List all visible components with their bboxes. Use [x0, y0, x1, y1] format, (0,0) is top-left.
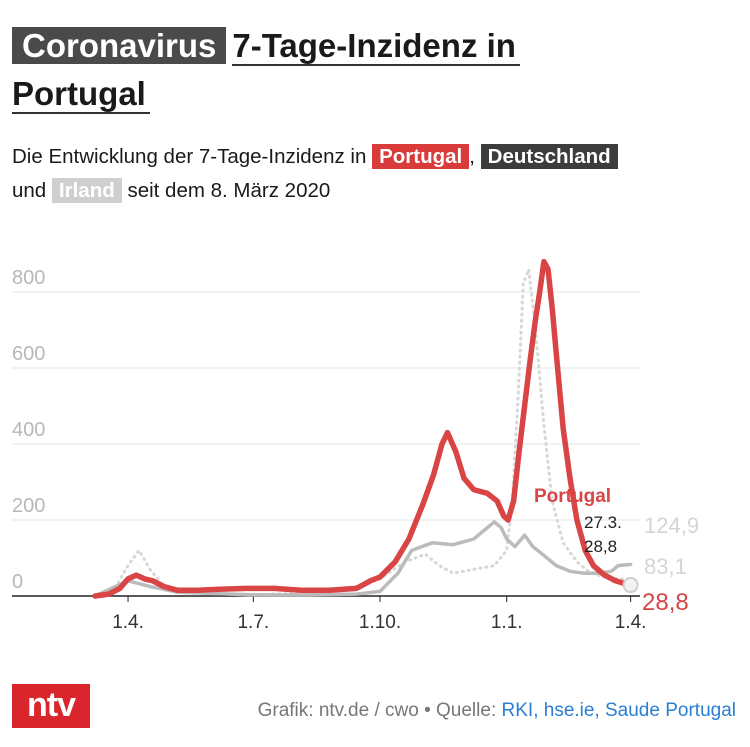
legend-chip-portugal: Portugal: [372, 144, 470, 169]
chart-series: [92, 258, 634, 599]
annotation-date: 27.3.: [584, 513, 622, 532]
y-axis-ticks: 0 200 400 600 800: [12, 267, 45, 593]
series-line-deutschland: [93, 520, 633, 598]
title-text: 7-Tage-Inzidenz in: [232, 27, 520, 66]
legend-chip-irland: Irland: [51, 178, 122, 203]
chart-area: 0 200 400 600 800 1.4. 1.7. 1.10. 1.1. 1.4. Port…: [12, 258, 699, 633]
y-tick-label-400: 400: [12, 419, 45, 441]
end-label-portugal: 28,8: [642, 589, 689, 616]
annotation-value: 28,8: [584, 537, 617, 556]
x-tick-label-3: 1.1.: [491, 612, 523, 633]
series-label-portugal: Portugal: [534, 486, 611, 507]
end-label-irland: 83,1: [644, 554, 687, 579]
subtitle-text-2: und: [12, 179, 47, 202]
subtitle-text-1: Die Entwicklung der 7-Tage-Inzidenz in: [12, 145, 367, 168]
title-line-2: Portugal: [12, 75, 150, 114]
subtitle-comma: ,: [469, 145, 475, 168]
chart-subtitle: Die Entwicklung der 7-Tage-Inzidenz in P…: [12, 140, 732, 208]
x-tick-label-2: 1.10.: [359, 612, 401, 633]
x-tick-label-0: 1.4.: [112, 612, 144, 633]
footer-credit: Grafik: ntv.de / cwo • Quelle: RKI, hse.…: [258, 700, 736, 722]
ntv-logo: ntv: [12, 684, 90, 728]
footer-credit-text: Grafik: ntv.de / cwo • Quelle:: [257, 700, 497, 721]
title-badge: Coronavirus: [12, 27, 227, 64]
end-label-deutschland: 124,9: [644, 513, 699, 538]
series-line-portugal: [92, 258, 634, 599]
footer-sources[interactable]: RKI, hse.ie, Saude Portugal: [501, 700, 736, 721]
chart-grid: [12, 291, 640, 521]
subtitle-text-3: seit dem 8. März 2020: [127, 179, 331, 202]
chart-title: Coronavirus 7-Tage-Inzidenz in Portugal: [12, 22, 612, 118]
y-tick-label-800: 800: [12, 267, 45, 289]
x-axis-ticks: 1.4. 1.7. 1.10. 1.1. 1.4.: [112, 596, 646, 633]
y-tick-label-200: 200: [12, 495, 45, 517]
legend-chip-deutschland: Deutschland: [480, 144, 618, 169]
series-line-irland: [93, 267, 633, 598]
x-tick-label-4: 1.4.: [615, 612, 647, 633]
endpoint-marker: [622, 577, 639, 594]
chart-annotations: Portugal 27.3. 28,8 124,9 83,1 28,8: [534, 486, 699, 616]
x-tick-label-1: 1.7.: [237, 612, 269, 633]
y-tick-label-600: 600: [12, 343, 45, 365]
y-tick-label-0: 0: [12, 571, 23, 593]
